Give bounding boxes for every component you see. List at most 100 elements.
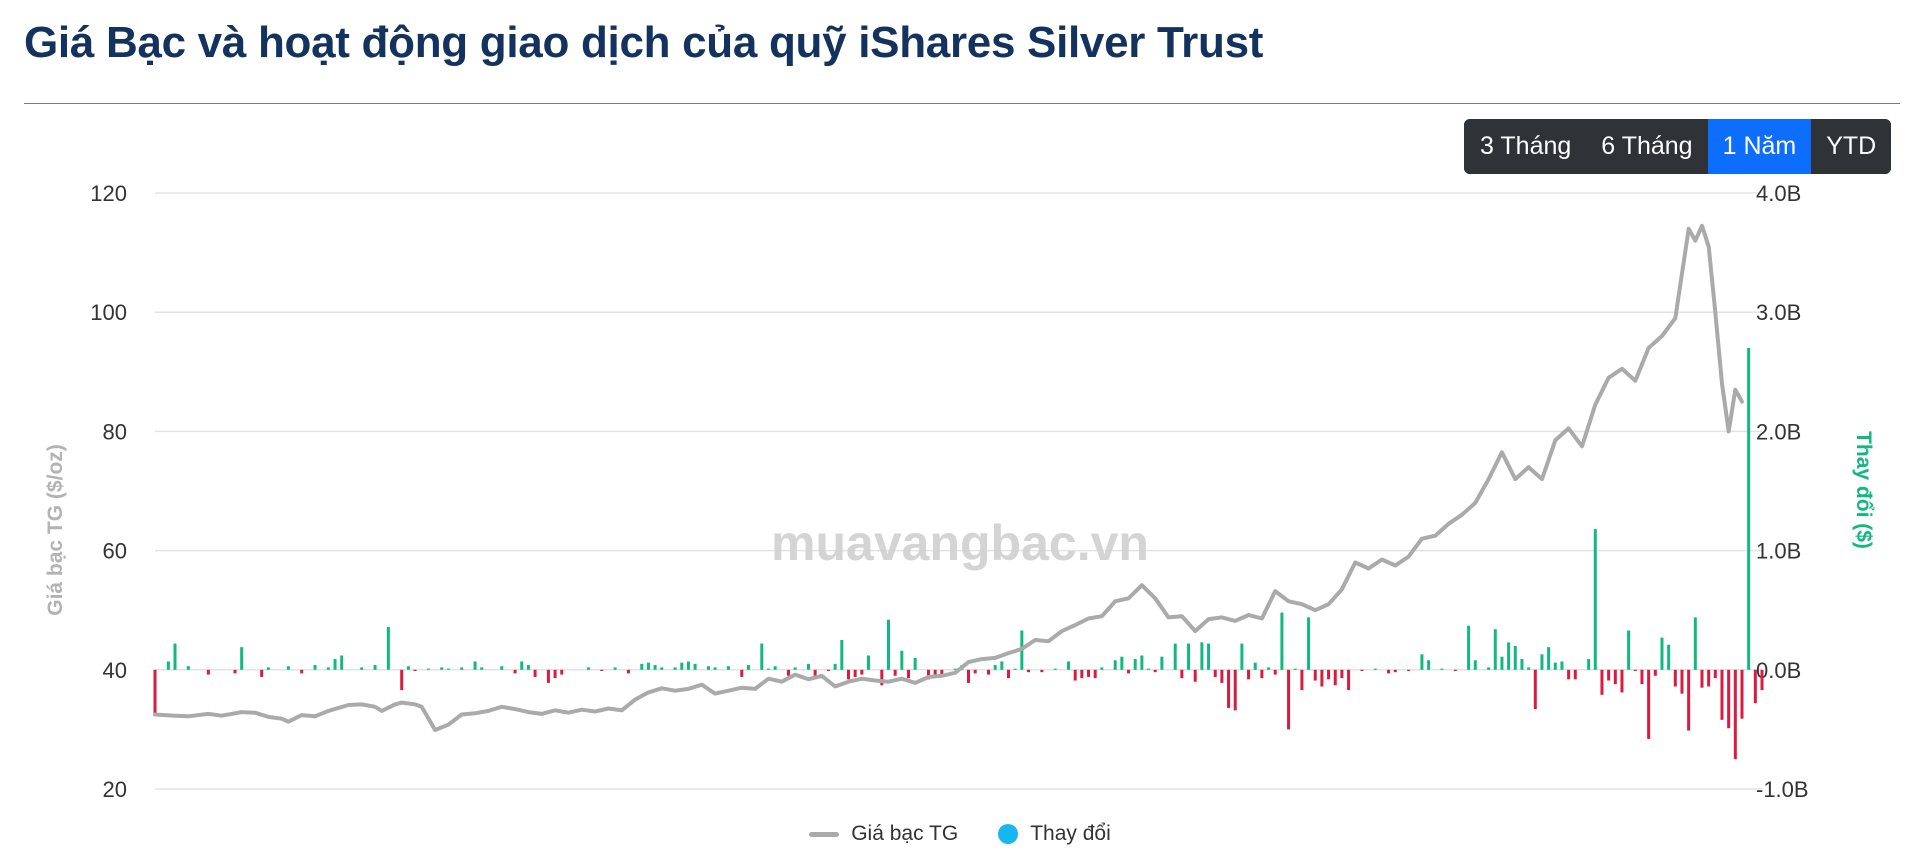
right-axis-label: Thay đổi ($) — [1852, 431, 1875, 549]
change-bar — [1320, 669, 1324, 687]
change-bar — [1200, 642, 1204, 670]
watermark: muavangbac.vn — [771, 515, 1149, 571]
change-bar — [646, 662, 650, 670]
change-bar — [426, 668, 430, 670]
change-bar — [926, 669, 930, 680]
change-bar — [473, 661, 477, 670]
range-6-months-button[interactable]: 6 Tháng — [1586, 119, 1708, 174]
range-1-year-button[interactable]: 1 Năm — [1707, 119, 1812, 174]
change-bar — [1533, 669, 1537, 710]
change-bar — [866, 655, 870, 670]
change-bar — [1633, 669, 1637, 671]
change-bar — [1687, 669, 1691, 731]
right-tick-label: 3.0B — [1756, 300, 1801, 325]
change-bar — [1300, 669, 1304, 691]
range-3-months-button[interactable]: 3 Tháng — [1464, 119, 1587, 174]
change-bar — [560, 669, 564, 675]
change-bar — [533, 669, 537, 677]
change-bar — [813, 669, 817, 676]
change-bar — [1180, 669, 1184, 679]
change-bar — [1027, 669, 1031, 673]
change-bar — [1007, 669, 1011, 679]
change-bar — [1360, 669, 1364, 671]
change-bar — [906, 669, 910, 679]
change-bar — [1120, 656, 1124, 670]
change-bar — [746, 665, 750, 670]
change-bar — [1220, 669, 1224, 683]
change-bar — [1593, 529, 1597, 670]
change-bar — [526, 665, 530, 670]
legend-item-price[interactable]: Giá bạc TG — [809, 822, 958, 846]
range-selector: 3 Tháng 6 Tháng 1 Năm YTD — [1464, 119, 1892, 174]
change-bars — [153, 347, 1764, 760]
change-bar — [1540, 654, 1544, 670]
change-bar — [1727, 669, 1731, 729]
right-tick-label: 0.0B — [1756, 658, 1801, 683]
left-tick-label: 20 — [103, 777, 127, 802]
change-bar — [1307, 617, 1311, 670]
range-ytd-button[interactable]: YTD — [1811, 119, 1892, 174]
change-bar — [826, 669, 830, 671]
change-bar — [1420, 654, 1424, 670]
change-bar — [860, 669, 864, 675]
change-bar — [1127, 669, 1131, 674]
change-bar — [266, 667, 270, 670]
change-bar — [1680, 669, 1684, 694]
title-divider — [24, 103, 1900, 104]
change-bar — [1453, 669, 1457, 671]
change-bar — [1500, 656, 1504, 670]
change-bar — [206, 669, 210, 675]
change-bar — [1660, 637, 1664, 670]
change-bar — [900, 650, 904, 670]
change-bar — [1587, 659, 1591, 670]
change-bar — [460, 667, 464, 670]
change-bar — [400, 669, 404, 691]
change-bar — [987, 669, 991, 675]
change-bar — [340, 655, 344, 670]
change-bar — [993, 665, 997, 670]
change-bar — [546, 669, 550, 683]
change-bar — [1707, 669, 1711, 687]
change-bar — [240, 647, 244, 670]
change-bar — [166, 661, 170, 670]
change-bar — [1067, 661, 1071, 670]
change-bar — [360, 667, 364, 670]
change-bar — [1113, 660, 1117, 670]
change-bar — [640, 663, 644, 670]
left-tick-label: 60 — [103, 539, 127, 564]
change-bar — [1520, 659, 1524, 670]
change-bar — [913, 657, 917, 670]
change-bar — [1347, 669, 1351, 691]
change-bar — [933, 669, 937, 677]
change-bar — [740, 669, 744, 677]
change-bar — [1613, 669, 1617, 685]
change-bar — [1547, 647, 1551, 670]
page-title: Giá Bạc và hoạt động giao dịch của quỹ i… — [24, 18, 1264, 67]
change-bar — [1340, 669, 1344, 679]
change-bar — [1733, 669, 1737, 760]
legend-item-change[interactable]: Thay đổi — [998, 822, 1111, 846]
change-bar — [1173, 643, 1177, 670]
change-bar — [1273, 669, 1277, 675]
change-bar — [726, 666, 730, 670]
change-bar — [406, 666, 410, 670]
change-bar — [893, 669, 897, 676]
legend-label-change: Thay đổi — [1030, 822, 1111, 845]
change-bar — [1040, 669, 1044, 673]
change-bar — [660, 667, 664, 670]
change-bar — [833, 663, 837, 670]
change-bar — [1567, 669, 1571, 680]
change-bar — [1013, 668, 1017, 670]
change-bar — [1087, 669, 1091, 677]
right-tick-label: 4.0B — [1756, 181, 1801, 206]
change-bar — [1473, 660, 1477, 670]
change-bar — [713, 667, 717, 670]
change-bar — [600, 669, 604, 671]
change-bar — [1227, 669, 1231, 708]
change-bar — [1133, 659, 1137, 670]
change-bar — [793, 667, 797, 670]
change-bar — [1627, 630, 1631, 670]
change-bar — [1233, 669, 1237, 711]
change-bar — [1147, 668, 1151, 670]
change-bar — [1553, 662, 1557, 670]
